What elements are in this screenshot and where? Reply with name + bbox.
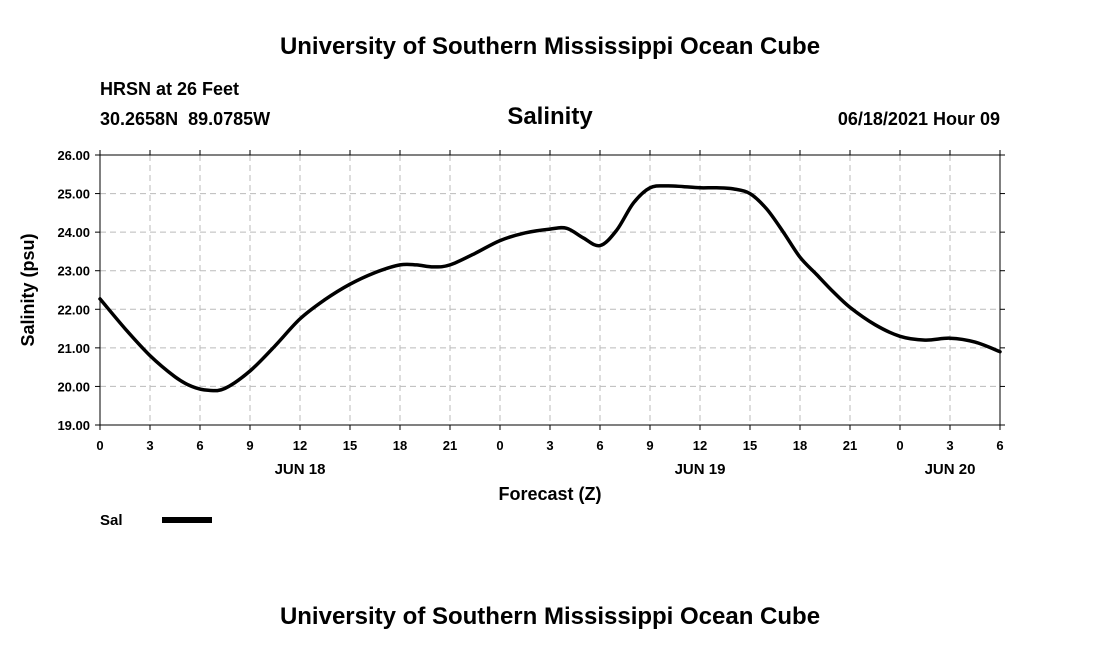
- top-title: University of Southern Mississippi Ocean…: [280, 33, 820, 60]
- x-tick-label: 3: [946, 438, 953, 453]
- series-line-sal: [98, 184, 1002, 393]
- station-label: HRSN at 26 Feet: [100, 79, 239, 99]
- x-tick-label: 15: [343, 438, 357, 453]
- x-tick-label: 6: [196, 438, 203, 453]
- series-layer: [98, 184, 1002, 393]
- x-axis-title: Forecast (Z): [498, 484, 601, 504]
- x-tick-label: 6: [596, 438, 603, 453]
- date-label: JUN 18: [275, 461, 326, 478]
- y-axis-title: Salinity (psu): [18, 233, 38, 346]
- x-tick-label: 21: [443, 438, 457, 453]
- y-tick-label: 23.00: [57, 264, 90, 279]
- y-tick-label: 26.00: [57, 148, 90, 163]
- y-tick-label: 25.00: [57, 187, 90, 202]
- x-tick-label: 12: [693, 438, 707, 453]
- x-tick-label: 3: [146, 438, 153, 453]
- x-tick-label: 9: [646, 438, 653, 453]
- date-label: JUN 19: [675, 461, 726, 478]
- y-tick-label: 24.00: [57, 225, 90, 240]
- y-tick-label: 19.00: [57, 418, 90, 433]
- x-tick-label: 6: [996, 438, 1003, 453]
- x-tick-label: 0: [896, 438, 903, 453]
- variable-title: Salinity: [507, 103, 593, 130]
- x-tick-label: 21: [843, 438, 857, 453]
- timestamp-label: 06/18/2021 Hour 09: [838, 109, 1000, 129]
- x-tick-label: 9: [246, 438, 253, 453]
- x-tick-label: 18: [793, 438, 807, 453]
- y-tick-label: 22.00: [57, 302, 90, 317]
- y-tick-label: 20.00: [57, 379, 90, 394]
- x-tick-label: 0: [496, 438, 503, 453]
- x-tick-label: 18: [393, 438, 407, 453]
- x-tick-label: 0: [96, 438, 103, 453]
- x-tick-label: 12: [293, 438, 307, 453]
- coordinates-label: 30.2658N 89.0785W: [100, 109, 270, 129]
- x-tick-label: 3: [546, 438, 553, 453]
- legend-label: Sal: [100, 512, 123, 529]
- date-label: JUN 20: [925, 461, 976, 478]
- y-tick-label: 21.00: [57, 341, 90, 356]
- x-tick-label: 15: [743, 438, 757, 453]
- bottom-title: University of Southern Mississippi Ocean…: [280, 603, 820, 630]
- axis-ticks: 19.00 20.00 21.00 22.00 23.00 24.00 25.00 26.00…: [57, 148, 1005, 478]
- grid: [100, 155, 1000, 425]
